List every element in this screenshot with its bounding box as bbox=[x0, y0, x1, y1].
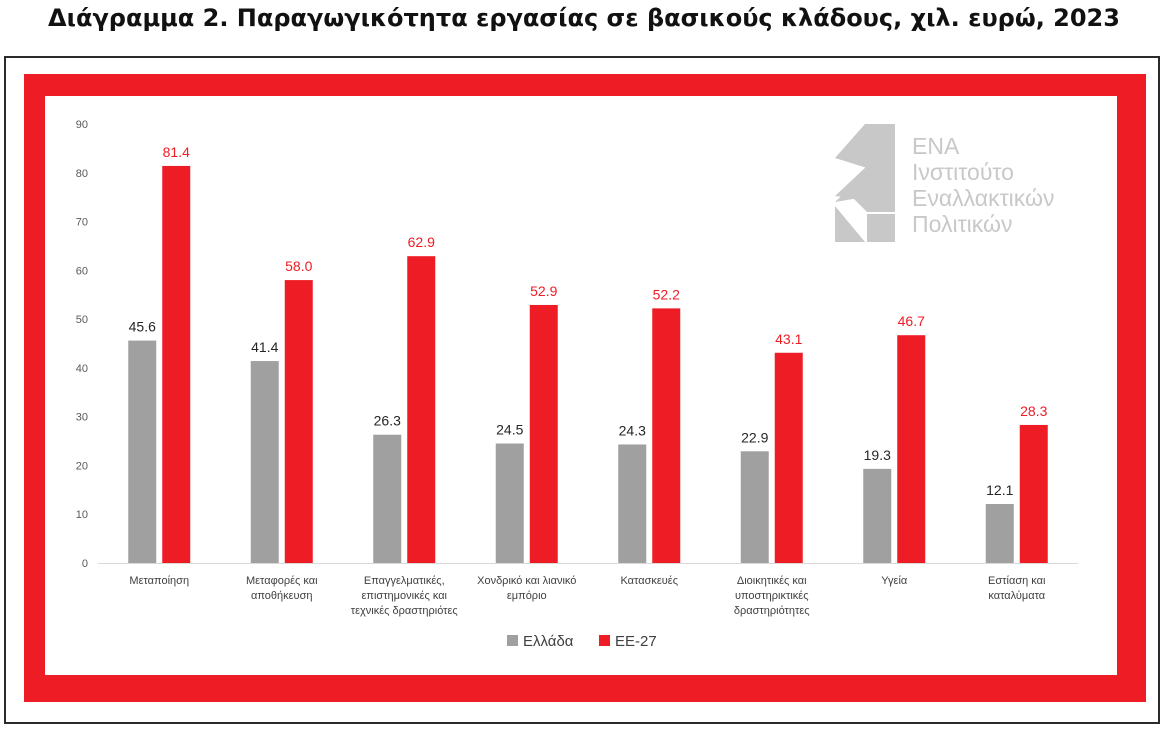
data-label-greece: 24.3 bbox=[619, 422, 646, 438]
y-tick-label: 0 bbox=[82, 558, 88, 570]
legend-item-eu27-swatch bbox=[599, 635, 610, 646]
data-label-eu27: 52.9 bbox=[530, 283, 557, 299]
data-label-eu27: 58.0 bbox=[285, 258, 312, 274]
logo-mark-icon bbox=[835, 124, 895, 242]
plot-panel: ΕΝΑ Ινστιτούτο Εναλλακτικών Πολιτικών 0 10 20 3… bbox=[45, 96, 1117, 675]
bar-greece bbox=[985, 503, 1014, 563]
category-label: Κατασκευές bbox=[620, 575, 678, 587]
bar-eu27 bbox=[407, 256, 436, 563]
bar-eu27 bbox=[529, 304, 558, 563]
legend-item-greece-label: Ελλάδα bbox=[523, 633, 574, 650]
category-label: Επαγγελματικές, επιστημονικές και τεχνικές… bbox=[351, 575, 458, 617]
category-label: Διοικητικές και υποστηρικτικές δραστηριότη… bbox=[734, 575, 810, 617]
data-label-greece: 22.9 bbox=[741, 429, 768, 445]
bar-greece bbox=[740, 451, 769, 563]
bar-eu27 bbox=[652, 308, 681, 563]
bar-eu27 bbox=[774, 352, 803, 563]
y-tick-label: 70 bbox=[76, 217, 88, 229]
y-tick-label: 90 bbox=[76, 119, 88, 131]
data-label-greece: 24.5 bbox=[496, 421, 523, 437]
logo-text-line: Πολιτικών bbox=[912, 211, 1012, 237]
data-label-eu27: 46.7 bbox=[898, 313, 925, 329]
y-tick-label: 20 bbox=[76, 460, 88, 472]
data-label-greece: 12.1 bbox=[986, 482, 1013, 498]
bar-eu27 bbox=[162, 165, 191, 563]
bar-greece bbox=[250, 361, 279, 563]
bar-eu27 bbox=[1019, 424, 1048, 563]
bar-eu27 bbox=[284, 280, 313, 563]
y-tick-label: 30 bbox=[76, 412, 88, 424]
bar-greece bbox=[128, 340, 157, 563]
data-label-eu27: 81.4 bbox=[163, 144, 190, 160]
data-label-greece: 45.6 bbox=[129, 319, 156, 335]
legend-item-greece-swatch bbox=[507, 635, 518, 646]
bar-greece bbox=[863, 468, 892, 563]
bar-greece bbox=[618, 444, 647, 563]
data-label-greece: 41.4 bbox=[251, 339, 278, 355]
data-label-eu27: 43.1 bbox=[775, 331, 802, 347]
y-tick-label: 80 bbox=[76, 168, 88, 180]
data-label-greece: 26.3 bbox=[374, 413, 401, 429]
data-label-eu27: 52.2 bbox=[653, 286, 680, 302]
data-label-eu27: 62.9 bbox=[408, 234, 435, 250]
logo-text-line: ΕΝΑ bbox=[912, 133, 960, 159]
category-label: Εστίαση και καταλύματα bbox=[988, 575, 1046, 602]
bar-greece bbox=[373, 434, 402, 563]
outer-frame bbox=[4, 56, 1160, 724]
y-tick-label: 60 bbox=[76, 265, 88, 277]
chart-title: Διάγραμμα 2. Παραγωγικότητα εργασίας σε … bbox=[48, 4, 1120, 32]
category-label: Μεταφορές και αποθήκευση bbox=[246, 575, 318, 602]
bar-greece bbox=[495, 443, 524, 563]
data-label-eu27: 28.3 bbox=[1020, 403, 1047, 419]
y-tick-label: 40 bbox=[76, 363, 88, 375]
bar-eu27 bbox=[897, 335, 926, 563]
category-label: Χονδρικό και λιανικό εμπόριο bbox=[477, 575, 576, 602]
logo-text-line: Εναλλακτικών bbox=[912, 185, 1054, 211]
logo-text-line: Ινστιτούτο bbox=[912, 159, 1014, 185]
y-tick-label: 50 bbox=[76, 314, 88, 326]
category-label: Υγεία bbox=[881, 575, 908, 587]
legend-item-eu27-label: ΕΕ-27 bbox=[615, 633, 657, 650]
data-label-greece: 19.3 bbox=[864, 447, 891, 463]
y-tick-label: 10 bbox=[76, 509, 88, 521]
category-label: Μεταποίηση bbox=[129, 575, 189, 587]
